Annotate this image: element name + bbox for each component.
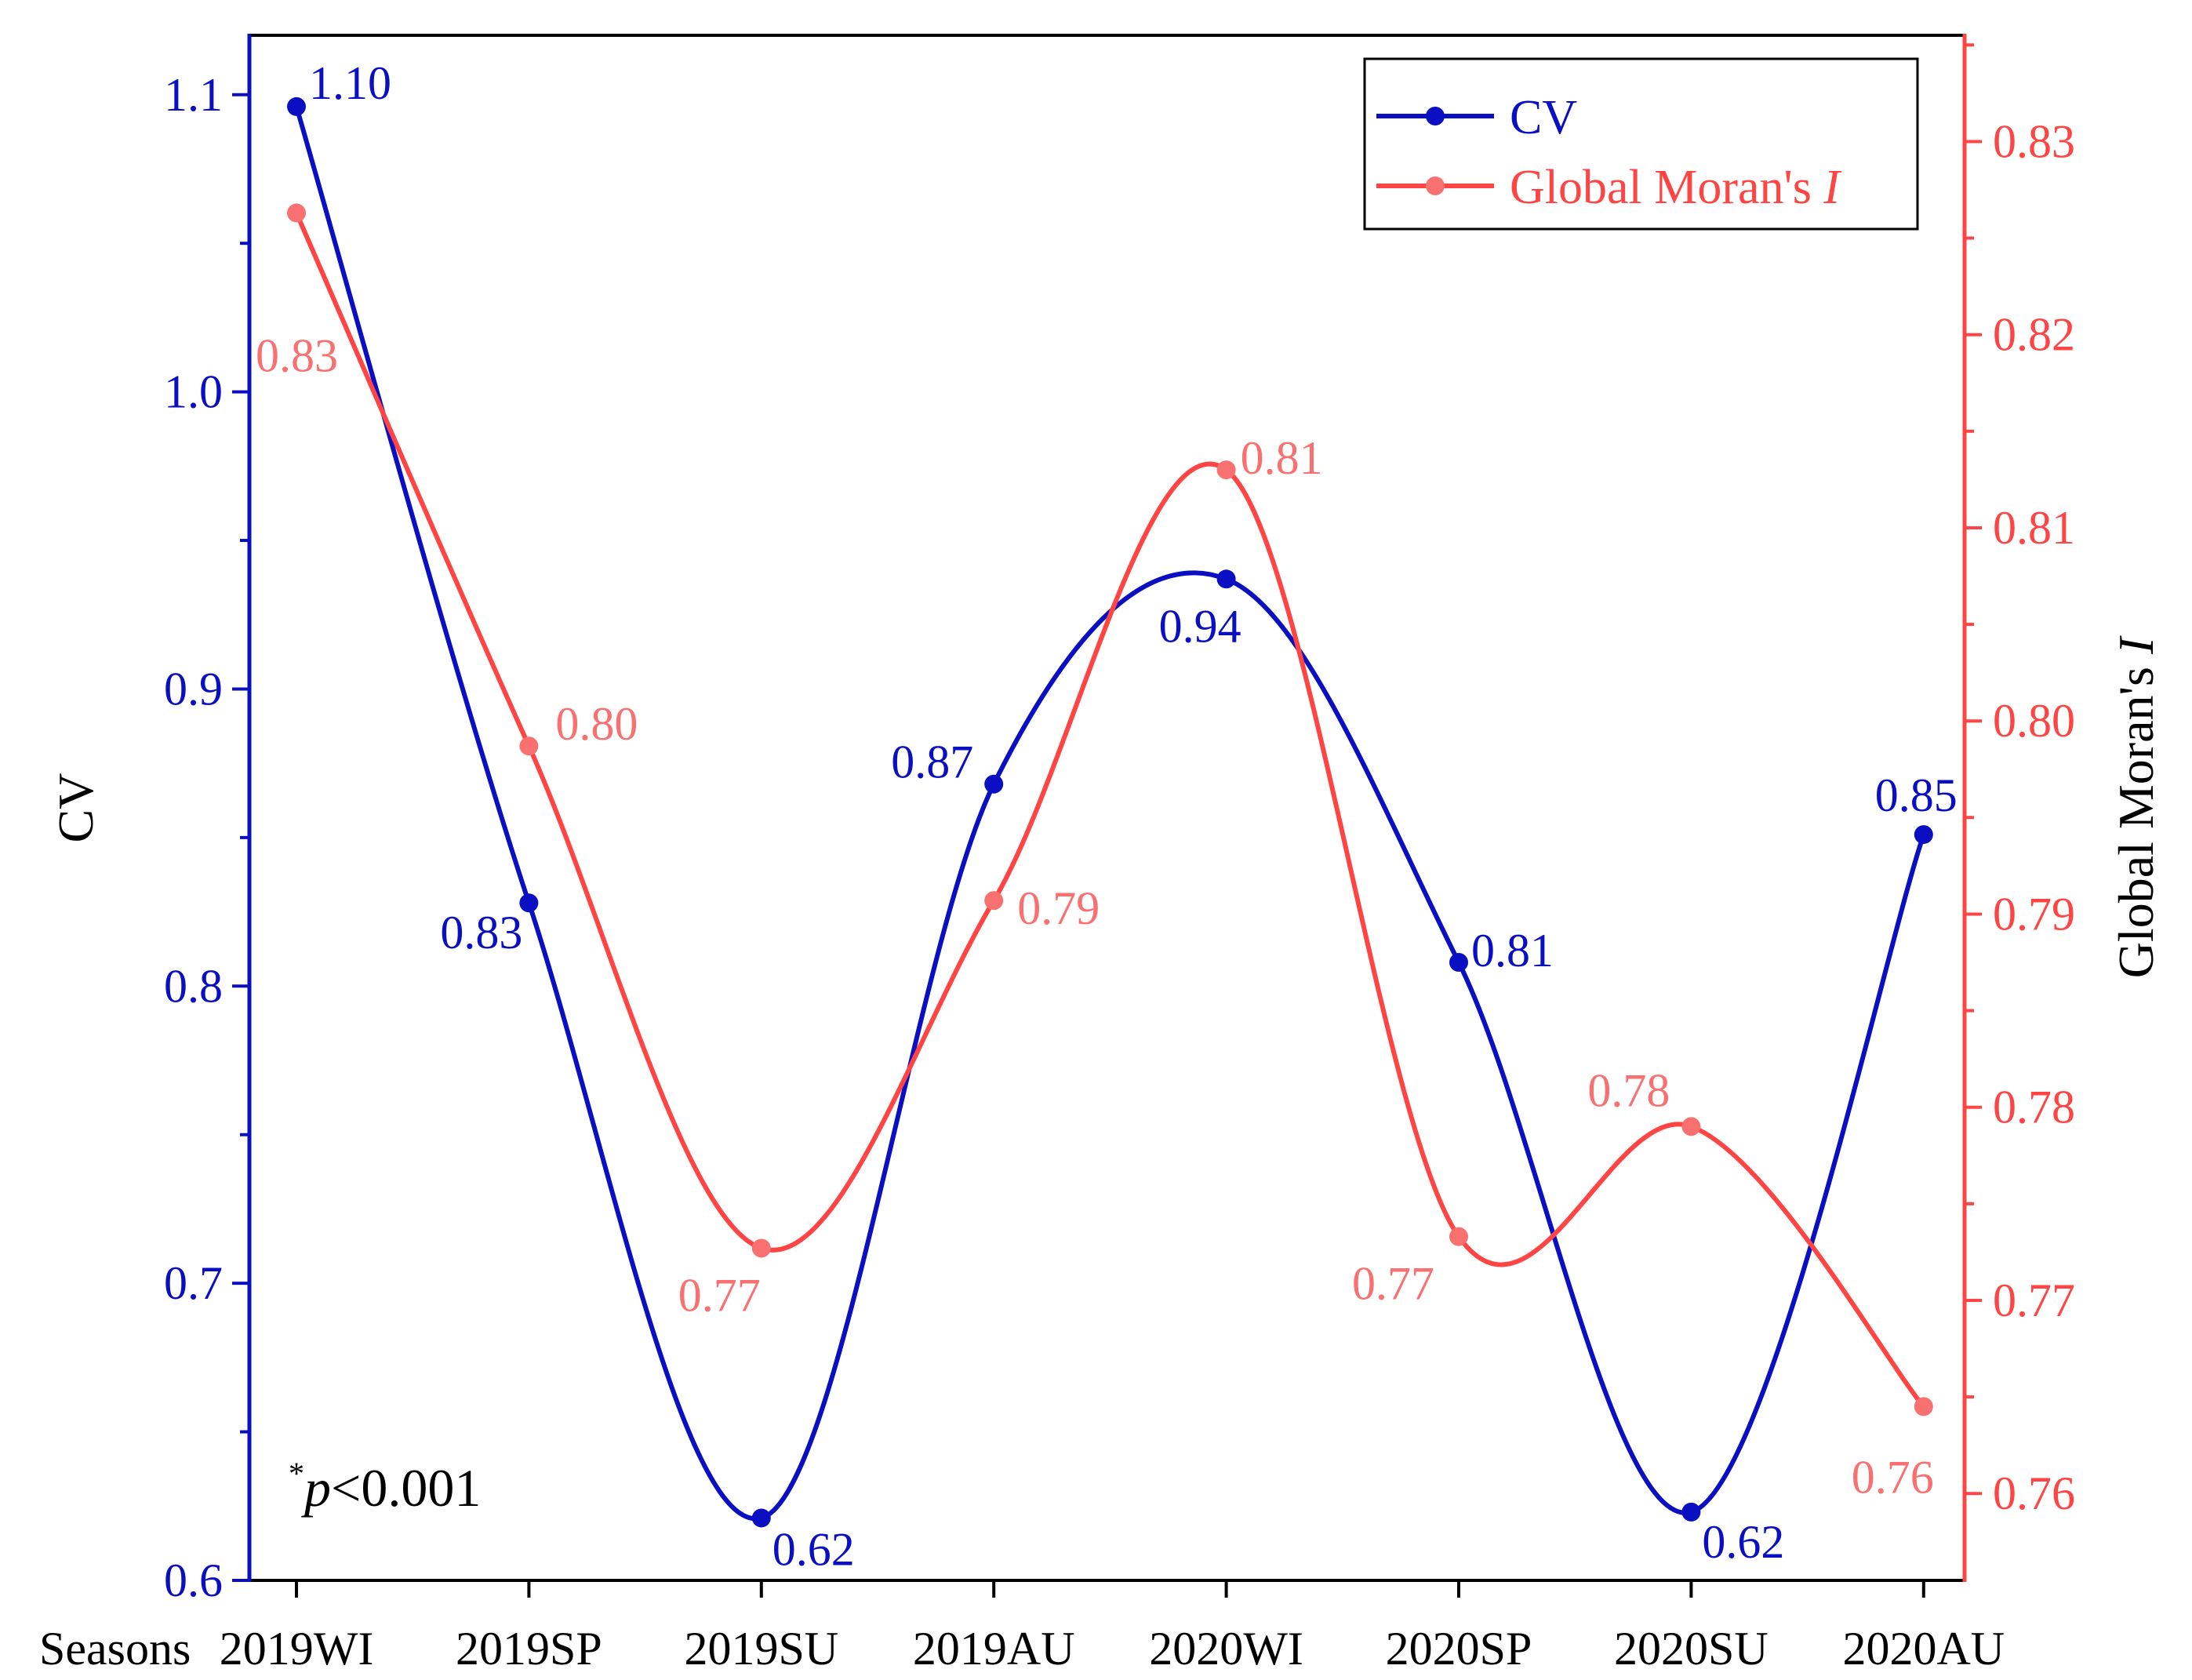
right-y-axis: 0.76 0.77 0.78 0.79 0.80 0.81 0.82 0.83 Global M… [1962,34,2164,1582]
morans-i-point [1216,460,1236,480]
right-tick-label: 0.78 [1993,1082,2075,1133]
right-tick-label: 0.76 [1993,1467,2075,1519]
x-tick-label: 2020SU [1614,1623,1769,1675]
morans-i-point [1681,1117,1701,1136]
legend-morans-label-text: Global Moran's [1510,161,1823,214]
data-label-layer: 1.10 0.83 0.62 0.87 0.94 0.81 0.62 0.85 0.83 0.80… [256,57,1958,1576]
left-tick-label: 0.8 [164,960,223,1012]
cv-point [1216,569,1236,589]
legend-morans-label: Global Moran's I [1510,161,1842,214]
left-tick-label: 1.1 [164,69,223,121]
legend: CV Global Moran's I [1363,57,1919,231]
morans-i-data-label: 0.78 [1587,1064,1670,1116]
plot-frame [249,34,1965,1582]
morans-i-data-label: 0.77 [1352,1258,1434,1310]
cv-point [287,96,306,116]
left-tick-label: 0.6 [164,1555,223,1606]
cv-data-label: 0.94 [1159,600,1241,652]
cv-data-label: 0.87 [891,736,973,788]
right-tick-label: 0.82 [1993,309,2075,361]
cv-point [1914,825,1933,845]
cv-data-label: 0.62 [1702,1516,1784,1568]
legend-cv-label: CV [1510,91,1577,144]
cv-data-label: 0.62 [772,1523,855,1575]
morans-i-point [984,891,1004,911]
x-tick-label: 2019AU [913,1623,1075,1675]
cv-point [751,1508,771,1528]
right-tick-label: 0.81 [1993,502,2075,554]
morans-i-point [1449,1227,1468,1246]
x-tick-label: 2020WI [1149,1623,1303,1675]
legend-morans-swatch-marker [1426,176,1445,195]
p-value-annotation: *p<0.001 [289,1456,481,1518]
morans-i-data-label: 0.76 [1852,1451,1934,1503]
cv-point [984,774,1004,794]
left-tick-label: 0.9 [164,663,223,715]
left-tick-label: 1.0 [164,366,223,418]
left-tick-label: 0.7 [164,1257,223,1309]
right-axis-title-text: Global Moran's [2108,654,2164,978]
cv-data-label: 0.81 [1471,925,1554,976]
morans-i-data-label: 0.80 [555,698,638,750]
x-tick-label: 2020AU [1842,1623,2005,1675]
right-tick-label: 0.77 [1993,1275,2075,1326]
morans-i-point [1914,1397,1933,1416]
cv-data-label: 1.10 [309,57,391,109]
right-axis-title: Global Moran's I [2108,635,2164,978]
x-axis: 2019WI 2019SP 2019SU 2019AU 2020WI 2020SP 2020… [39,1580,2005,1675]
p-value-text: *p<0.001 [289,1456,481,1518]
p-value-asterisk: * [289,1456,304,1491]
morans-i-line [294,212,1926,1409]
morans-i-data-label: 0.77 [678,1269,761,1321]
x-tick-label: 2019WI [220,1623,374,1675]
x-axis-title: Seasons [39,1623,191,1675]
cv-data-label: 0.85 [1875,769,1958,821]
right-tick-label: 0.80 [1993,695,2075,747]
morans-i-data-label: 0.83 [256,330,338,382]
left-y-axis: 0.6 0.7 0.8 0.9 1.0 1.1 CV [48,34,252,1606]
x-tick-label: 2019SU [684,1623,838,1675]
series-layer [287,96,1933,1528]
morans-i-data-label: 0.81 [1241,432,1323,484]
right-tick-label: 0.83 [1993,115,2075,167]
cv-point [519,893,539,913]
cv-point [1449,953,1468,972]
left-axis-title: CV [48,773,104,843]
morans-i-point [751,1238,771,1258]
legend-morans-label-italic: I [1823,161,1842,214]
morans-i-point [287,203,306,223]
x-tick-label: 2020SP [1386,1623,1532,1675]
p-value-symbol: p [301,1458,331,1518]
right-axis-title-italic: I [2108,635,2164,655]
morans-i-point [519,736,539,756]
legend-box [1363,57,1919,231]
x-tick-label: 2019SP [456,1623,602,1675]
morans-i-data-label: 0.79 [1017,882,1100,934]
right-tick-label: 0.79 [1993,888,2075,940]
cv-data-label: 0.83 [440,907,522,958]
cv-line [294,106,1926,1522]
p-value-threshold: <0.001 [331,1458,481,1518]
cv-point [1681,1502,1701,1522]
legend-cv-swatch-marker [1426,107,1445,125]
